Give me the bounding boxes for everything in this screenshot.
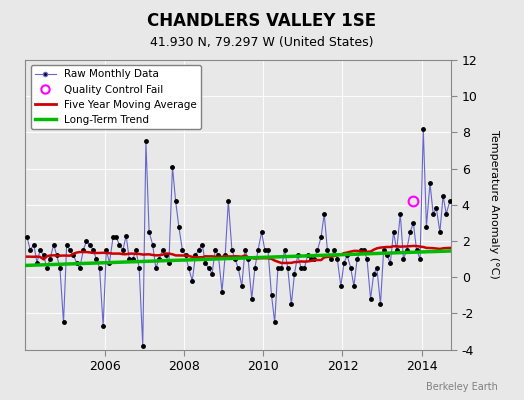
- Five Year Moving Average: [278, 260, 285, 265]
- Text: 41.930 N, 79.297 W (United States): 41.930 N, 79.297 W (United States): [150, 36, 374, 49]
- Five Year Moving Average: [43, 254, 50, 259]
- Raw Monthly Data: [420, 126, 427, 131]
- Raw Monthly Data: [139, 344, 146, 348]
- Raw Monthly Data: [278, 266, 285, 270]
- Five Year Moving Average: [410, 244, 417, 248]
- Raw Monthly Data: [43, 266, 50, 270]
- Raw Monthly Data: [361, 248, 367, 252]
- Five Year Moving Average: [275, 259, 281, 264]
- Y-axis label: Temperature Anomaly (°C): Temperature Anomaly (°C): [488, 130, 498, 279]
- Five Year Moving Average: [446, 246, 453, 250]
- Raw Monthly Data: [24, 235, 30, 240]
- Five Year Moving Average: [139, 252, 146, 257]
- Line: Five Year Moving Average: Five Year Moving Average: [27, 246, 450, 263]
- Text: Berkeley Earth: Berkeley Earth: [426, 382, 498, 392]
- Text: CHANDLERS VALLEY 1SE: CHANDLERS VALLEY 1SE: [147, 12, 377, 30]
- Five Year Moving Average: [24, 254, 30, 259]
- Raw Monthly Data: [143, 139, 149, 144]
- Five Year Moving Average: [245, 255, 252, 260]
- Five Year Moving Average: [361, 249, 367, 254]
- Raw Monthly Data: [248, 296, 255, 301]
- Raw Monthly Data: [446, 199, 453, 204]
- Line: Raw Monthly Data: Raw Monthly Data: [25, 127, 452, 348]
- Legend: Raw Monthly Data, Quality Control Fail, Five Year Moving Average, Long-Term Tren: Raw Monthly Data, Quality Control Fail, …: [31, 65, 201, 129]
- Five Year Moving Average: [397, 244, 403, 249]
- Raw Monthly Data: [397, 212, 403, 216]
